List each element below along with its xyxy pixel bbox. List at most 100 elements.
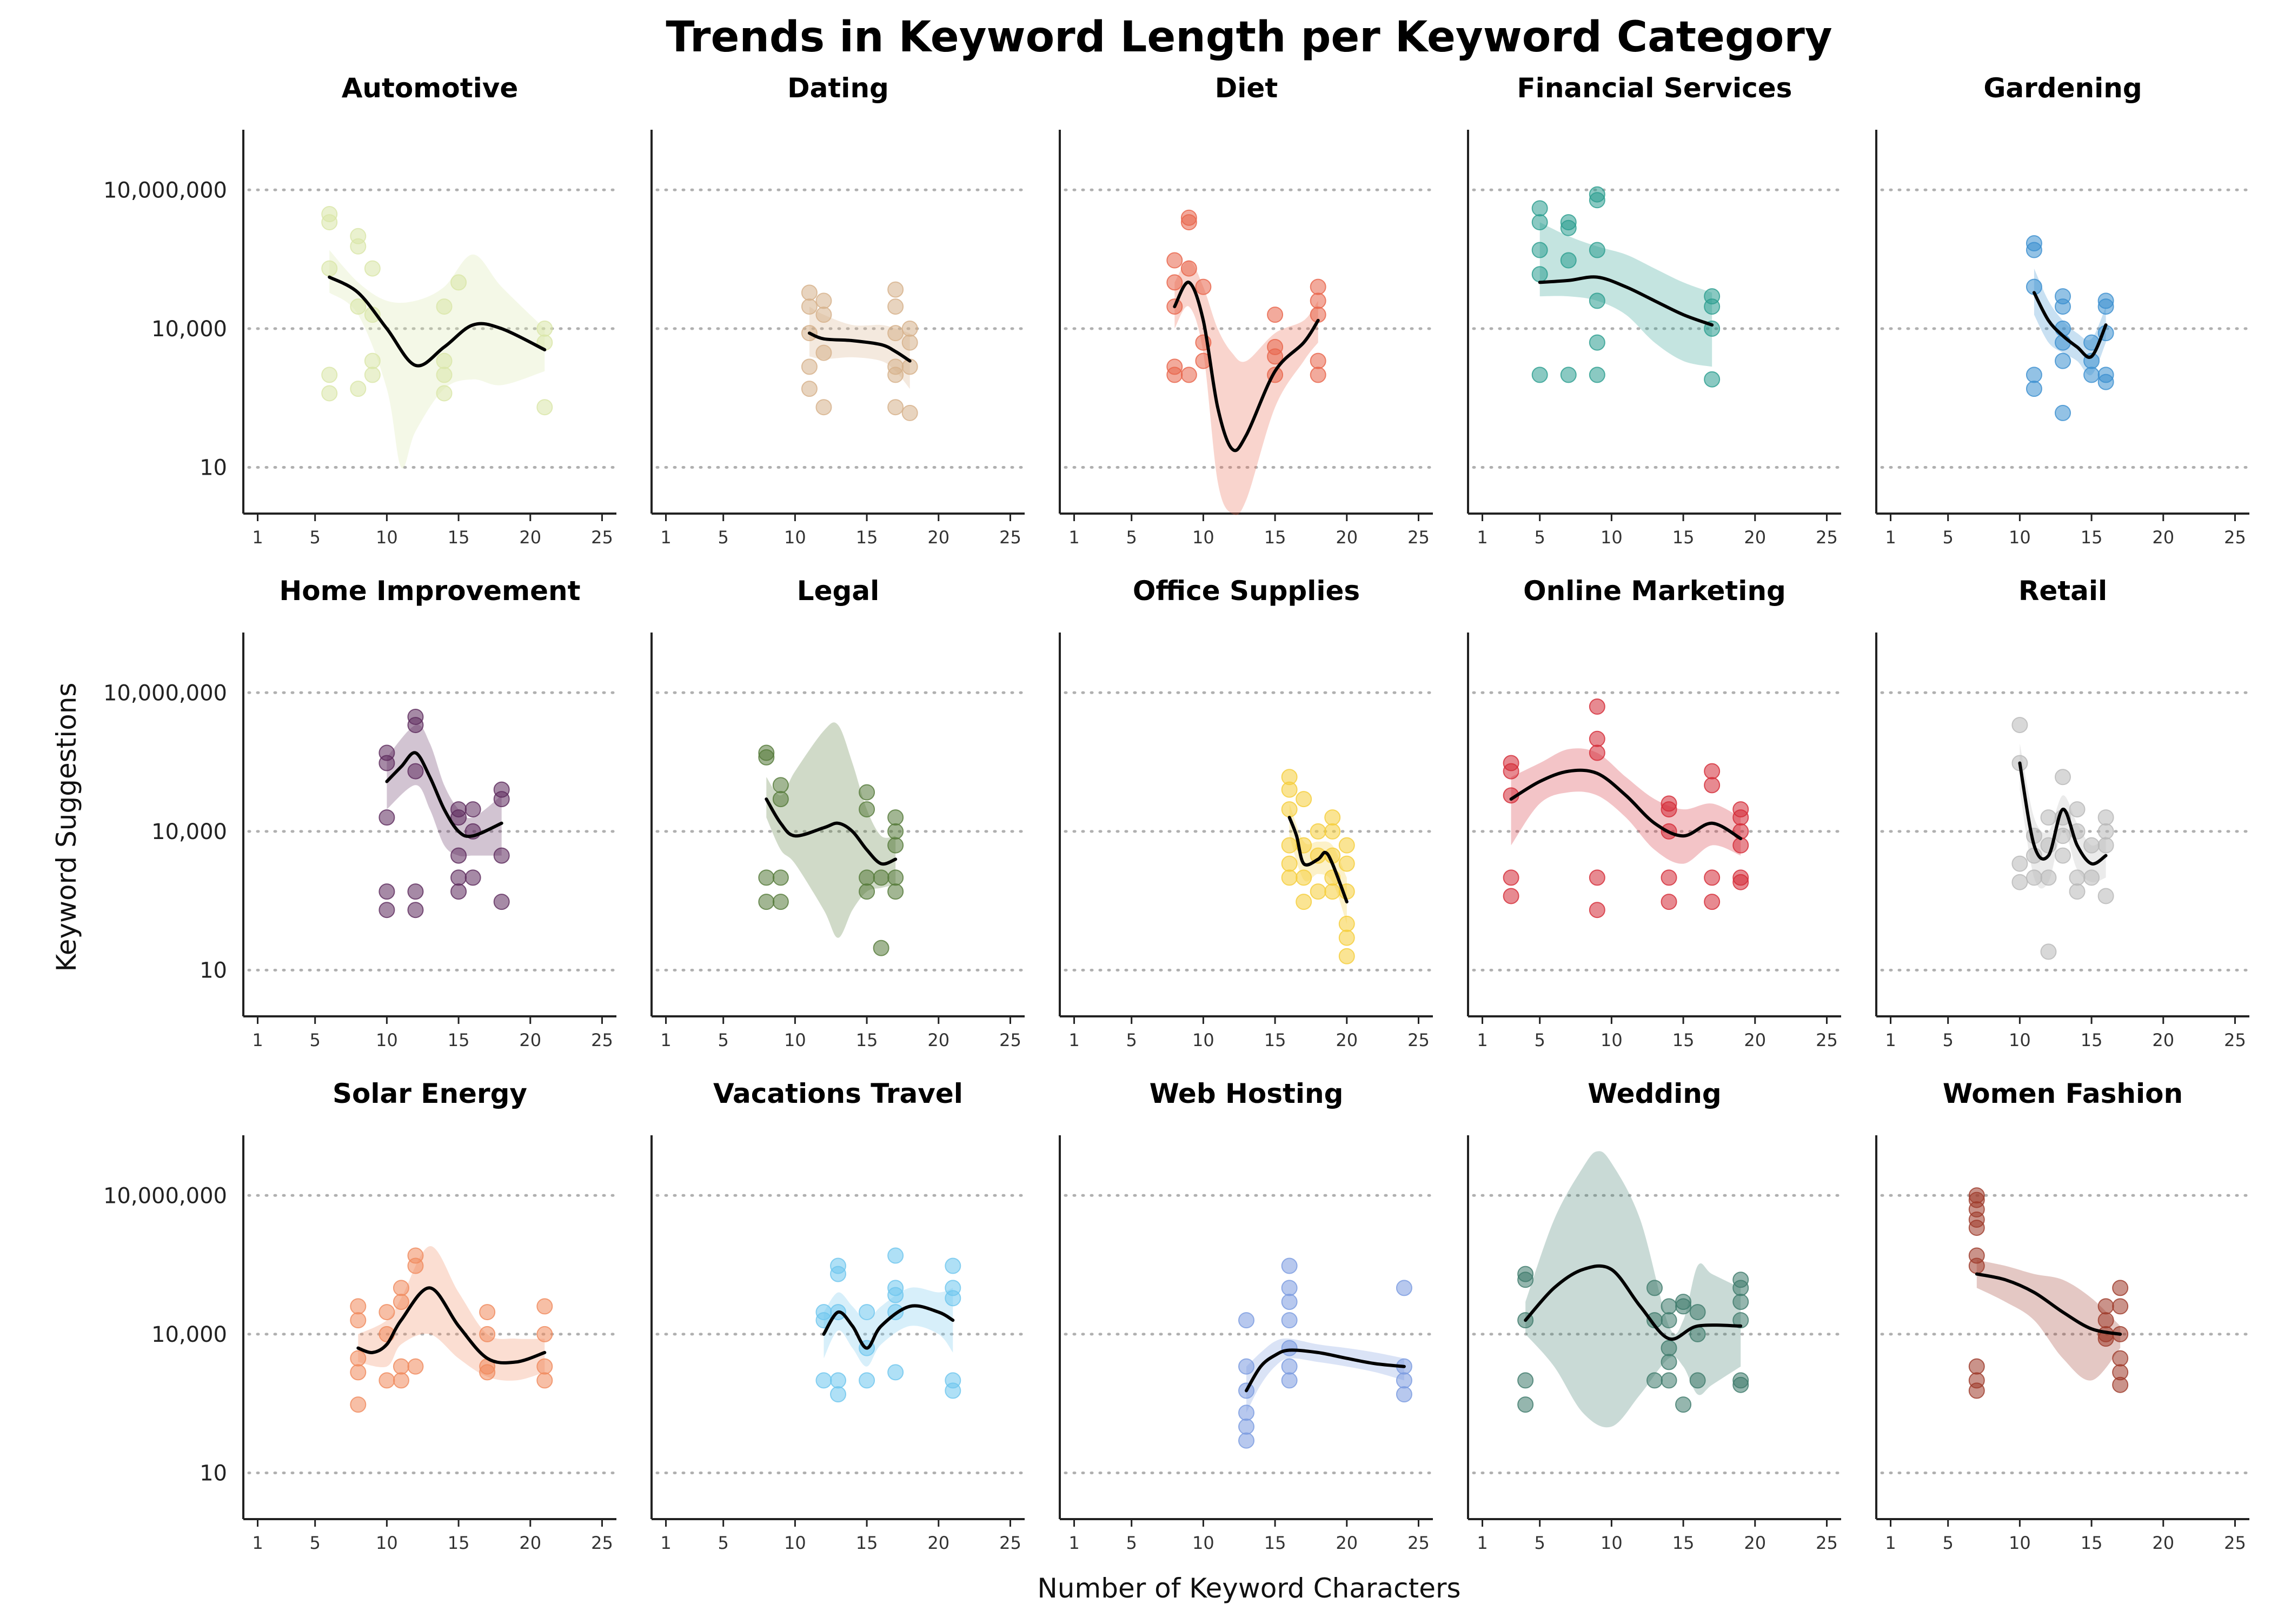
data-point (1338, 948, 1355, 964)
data-point (1281, 1372, 1298, 1389)
data-point (1589, 192, 1605, 209)
data-point (1589, 367, 1605, 383)
x-tick-label: 10 (1601, 1030, 1623, 1050)
data-point (1238, 1418, 1254, 1435)
data-point (1560, 219, 1577, 236)
data-point (1661, 869, 1677, 886)
y-tick-label: 10,000,000 (103, 178, 227, 203)
data-point (2011, 855, 2028, 872)
data-point (2097, 837, 2114, 854)
panel-title: Online Marketing (1523, 575, 1786, 607)
x-tick-label: 5 (310, 1533, 321, 1553)
y-tick-label: 10 (200, 958, 227, 983)
data-point (1324, 809, 1341, 826)
x-tick-label: 20 (2152, 1533, 2174, 1553)
x-tick-label: 1 (1885, 1533, 1896, 1553)
data-point (1531, 200, 1548, 217)
trend-line (1173, 281, 1320, 452)
data-point (887, 1287, 904, 1303)
panel-title: Legal (797, 575, 879, 607)
data-point (378, 1304, 395, 1321)
x-tick-label: 10 (376, 527, 398, 548)
trend-line (385, 751, 503, 838)
x-tick-label: 5 (1126, 527, 1137, 548)
data-point (859, 784, 875, 801)
trend-line (807, 331, 912, 363)
panel-title: Solar Energy (333, 1078, 527, 1109)
data-point (1646, 1280, 1663, 1296)
x-tick-label: 15 (2081, 527, 2103, 548)
data-point (436, 352, 453, 369)
panel-title: Automotive (342, 72, 519, 104)
x-tick-label: 5 (1126, 1030, 1137, 1050)
data-point (436, 385, 453, 402)
data-point (2083, 837, 2100, 854)
data-point (859, 869, 875, 886)
data-point (536, 1326, 553, 1342)
x-tick-label: 5 (310, 1030, 321, 1050)
data-point (536, 1358, 553, 1375)
y-tick-label: 10,000 (151, 820, 227, 844)
data-point (1296, 791, 1312, 808)
data-point (1238, 1358, 1254, 1375)
trend-line (1509, 768, 1743, 841)
panel-title: Vacations Travel (713, 1078, 963, 1109)
data-point (1661, 1298, 1677, 1315)
x-tick-label: 25 (999, 527, 1021, 548)
data-point (2040, 869, 2057, 886)
trend-line (1975, 1272, 2122, 1336)
x-tick-label: 1 (1068, 527, 1079, 548)
x-tick-label: 1 (252, 1533, 263, 1553)
data-point (772, 894, 789, 910)
trend-line (356, 1286, 547, 1365)
data-point (479, 1326, 496, 1342)
x-tick-label: 10 (1192, 527, 1214, 548)
x-tick-label: 15 (2081, 1533, 2103, 1553)
x-tick-label: 10 (784, 1030, 806, 1050)
trend-line (1524, 1264, 1743, 1341)
data-point (1296, 894, 1312, 910)
data-point (2083, 869, 2100, 886)
x-axis-title: Number of Keyword Characters (1037, 1573, 1460, 1604)
x-tick-label: 25 (2224, 1533, 2246, 1553)
x-tick-label: 15 (856, 1533, 878, 1553)
data-point (1310, 292, 1326, 309)
data-point (350, 1312, 367, 1329)
confidence-band (1289, 803, 1347, 924)
data-point (1324, 883, 1341, 900)
data-point (830, 1266, 846, 1282)
data-point (1281, 1358, 1298, 1375)
data-point (945, 1382, 961, 1399)
data-point (1238, 1405, 1254, 1421)
data-point (873, 940, 889, 956)
x-tick-label: 5 (1535, 527, 1545, 548)
data-point (887, 869, 904, 886)
x-tick-label: 1 (252, 527, 263, 548)
x-tick-label: 25 (999, 1533, 1021, 1553)
data-point (2097, 298, 2114, 315)
data-point (2055, 404, 2071, 421)
data-point (450, 847, 467, 864)
x-tick-label: 5 (718, 1533, 729, 1553)
x-tick-label: 5 (1943, 1030, 1954, 1050)
data-point (815, 307, 832, 323)
data-point (1238, 1312, 1254, 1329)
data-point (407, 883, 424, 900)
data-point (945, 1257, 961, 1274)
data-point (1968, 1257, 1985, 1274)
data-point (407, 717, 424, 734)
x-tick-label: 20 (519, 1533, 541, 1553)
y-tick-label: 10,000,000 (103, 1183, 227, 1208)
data-point (1661, 1312, 1677, 1329)
panel-title: Retail (2018, 575, 2107, 607)
data-point (2097, 1298, 2114, 1315)
x-tick-label: 15 (1264, 527, 1286, 548)
data-point (350, 1350, 367, 1367)
data-point (1310, 823, 1326, 840)
data-point (2026, 381, 2042, 397)
data-point (1732, 1294, 1749, 1310)
trend-line (1538, 275, 1714, 327)
